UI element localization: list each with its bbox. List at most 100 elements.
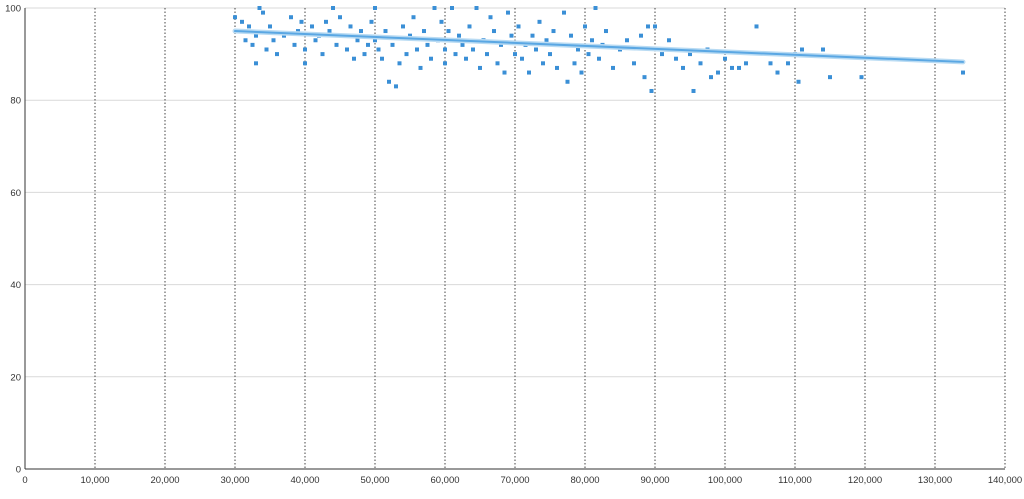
data-point xyxy=(429,56,433,61)
data-point xyxy=(362,52,367,57)
data-point xyxy=(250,42,255,47)
data-point xyxy=(233,15,237,20)
data-point xyxy=(254,61,258,66)
data-point xyxy=(299,19,304,24)
data-point xyxy=(247,24,251,29)
data-point xyxy=(516,24,521,29)
x-tick-label: 70,000 xyxy=(500,475,529,486)
trendline xyxy=(234,30,964,63)
data-point xyxy=(737,65,741,70)
data-point xyxy=(432,6,437,10)
data-point xyxy=(625,38,629,43)
data-point xyxy=(796,79,801,84)
data-point xyxy=(338,15,342,20)
data-point xyxy=(268,24,272,29)
data-point xyxy=(492,29,496,34)
data-point xyxy=(310,24,314,29)
data-point xyxy=(579,70,584,75)
y-axis-tick-labels: 0 20 40 60 80 100 xyxy=(5,4,21,476)
data-point xyxy=(730,65,734,70)
data-point xyxy=(495,61,500,66)
grid xyxy=(25,7,1006,469)
trendline-group xyxy=(232,28,966,65)
data-point xyxy=(499,42,503,47)
data-point xyxy=(439,19,444,24)
y-tick-label: 100 xyxy=(5,4,21,15)
y-tick-label: 40 xyxy=(10,280,21,291)
x-tick-label: 10,000 xyxy=(80,475,109,486)
x-tick-label: 140,000 xyxy=(988,475,1022,486)
data-point xyxy=(509,33,514,38)
data-point xyxy=(411,15,416,20)
data-point xyxy=(583,24,587,29)
x-tick-label: 0 xyxy=(22,475,27,486)
data-point xyxy=(474,6,479,10)
data-point xyxy=(961,70,965,75)
data-point xyxy=(453,52,458,57)
data-point xyxy=(821,47,825,52)
data-point xyxy=(422,29,426,34)
data-point xyxy=(691,88,696,93)
data-point xyxy=(632,61,636,66)
data-point xyxy=(401,24,405,29)
x-tick-label: 60,000 xyxy=(430,475,459,486)
x-tick-label: 100,000 xyxy=(708,475,742,486)
data-point xyxy=(520,56,524,61)
data-point xyxy=(313,38,318,43)
data-point xyxy=(331,6,335,10)
x-tick-label: 130,000 xyxy=(918,475,952,486)
data-points xyxy=(233,6,965,93)
data-point xyxy=(590,38,594,43)
data-point xyxy=(467,24,472,29)
data-point xyxy=(348,24,353,29)
data-point xyxy=(352,56,356,61)
data-point xyxy=(327,29,332,34)
x-tick-label: 50,000 xyxy=(360,475,389,486)
data-point xyxy=(446,29,451,34)
data-point xyxy=(828,75,832,80)
data-point xyxy=(548,52,552,57)
data-point xyxy=(355,38,360,43)
data-point xyxy=(754,24,759,29)
data-point xyxy=(443,61,447,66)
y-tick-label: 80 xyxy=(10,96,21,107)
data-point xyxy=(485,52,489,57)
data-point xyxy=(775,70,780,75)
data-point xyxy=(415,47,419,52)
data-point xyxy=(502,70,507,75)
data-point xyxy=(527,70,531,75)
data-point xyxy=(744,61,748,66)
data-point xyxy=(653,24,657,29)
data-point xyxy=(345,47,349,52)
data-point xyxy=(404,52,409,57)
data-point xyxy=(859,75,864,80)
data-point xyxy=(667,38,671,43)
x-tick-label: 110,000 xyxy=(778,475,812,486)
data-point xyxy=(390,42,395,47)
data-point xyxy=(387,79,391,84)
data-point xyxy=(376,47,381,52)
data-point xyxy=(303,61,307,66)
data-point xyxy=(457,33,461,38)
data-point xyxy=(646,24,650,29)
y-tick-label: 60 xyxy=(10,188,21,199)
data-point xyxy=(373,38,377,43)
data-point xyxy=(537,19,542,24)
data-point xyxy=(369,19,374,24)
axes xyxy=(24,8,1005,470)
data-point xyxy=(786,61,790,66)
data-point xyxy=(383,29,388,34)
data-point xyxy=(597,56,601,61)
data-point xyxy=(450,6,454,10)
x-tick-label: 80,000 xyxy=(570,475,599,486)
y-tick-label: 20 xyxy=(10,372,21,383)
data-point xyxy=(373,6,377,10)
data-point xyxy=(271,38,276,43)
x-axis-tick-labels: 0 10,000 20,000 30,000 40,000 50,000 60,000 70,… xyxy=(22,475,1022,486)
x-tick-label: 40,000 xyxy=(290,475,319,486)
data-point xyxy=(681,65,685,70)
data-point xyxy=(800,47,804,52)
data-point xyxy=(408,33,412,38)
data-point xyxy=(240,19,244,24)
data-point xyxy=(488,15,493,20)
